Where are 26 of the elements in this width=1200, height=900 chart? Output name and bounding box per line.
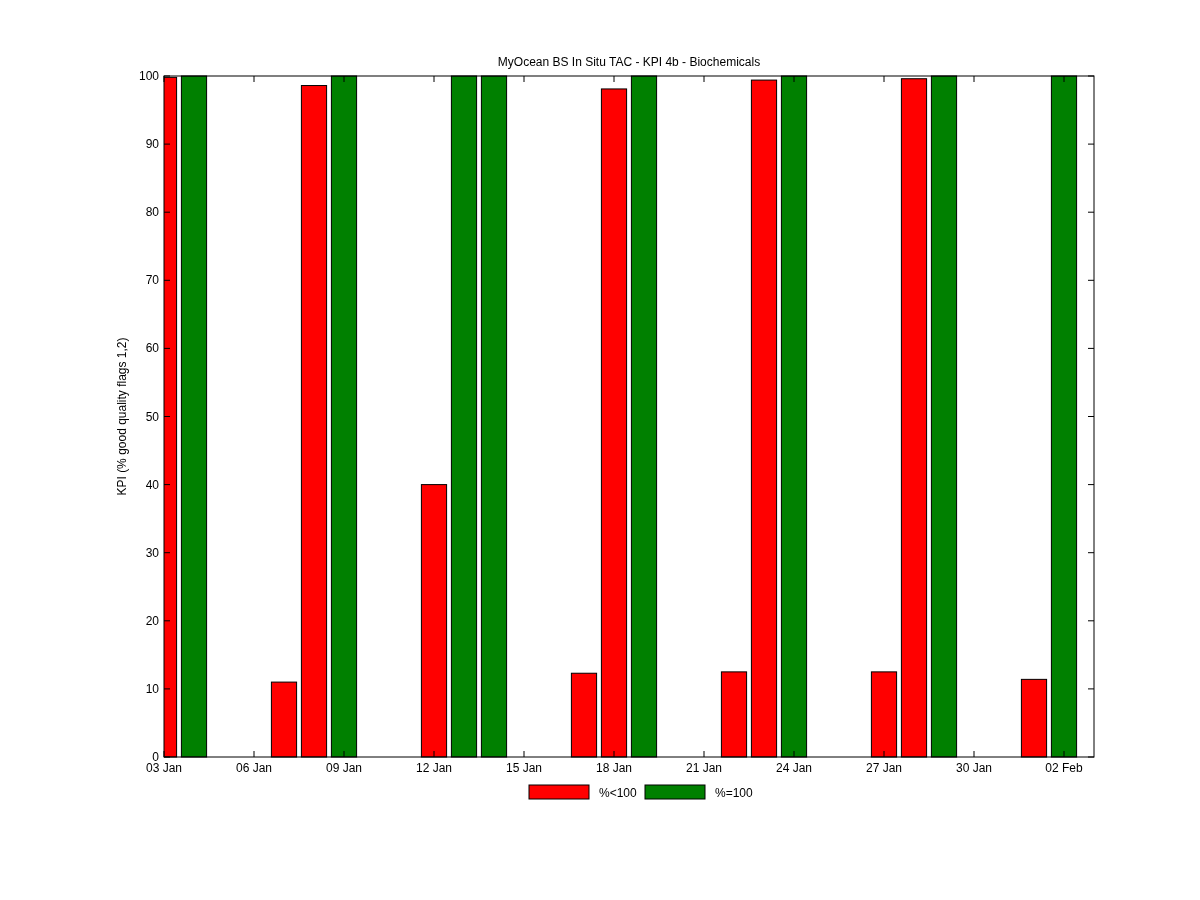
x-tick-label: 02 Feb xyxy=(1045,761,1084,775)
x-tick-label: 15 Jan xyxy=(505,761,543,775)
x-tick-label: 03 Jan xyxy=(145,761,183,775)
x-tick-label: 09 Jan xyxy=(325,761,363,775)
y-tick-label: 60 xyxy=(145,341,160,356)
x-tick-label: 06 Jan xyxy=(235,761,273,775)
y-tick-label: 0 xyxy=(152,750,160,764)
y-tick-label: 70 xyxy=(145,273,160,288)
y-tick-label: 40 xyxy=(145,477,160,492)
x-tick-label: 18 Jan xyxy=(595,761,633,775)
y-tick-label: 100 xyxy=(138,69,160,83)
x-tick-label: 12 Jan xyxy=(415,761,453,775)
legend-label: %<100 xyxy=(599,786,638,800)
y-tick-label: 20 xyxy=(145,613,160,628)
chart-title: MyOcean BS In Situ TAC - KPI 4b - Biochemicals xyxy=(497,55,761,69)
y-tick-label: 50 xyxy=(145,409,160,424)
legend-label: %=100 xyxy=(715,786,754,800)
y-tick-label: 10 xyxy=(145,681,160,696)
y-tick-label: 90 xyxy=(145,137,160,152)
x-tick-label: 30 Jan xyxy=(955,761,993,775)
x-tick-label: 27 Jan xyxy=(865,761,903,775)
y-tick-label: 30 xyxy=(145,545,160,560)
x-tick-label: 21 Jan xyxy=(685,761,723,775)
y-tick-label: 80 xyxy=(145,205,160,220)
x-tick-label: 24 Jan xyxy=(775,761,813,775)
y-axis-title: KPI (% good quality flags 1,2) xyxy=(115,337,129,496)
